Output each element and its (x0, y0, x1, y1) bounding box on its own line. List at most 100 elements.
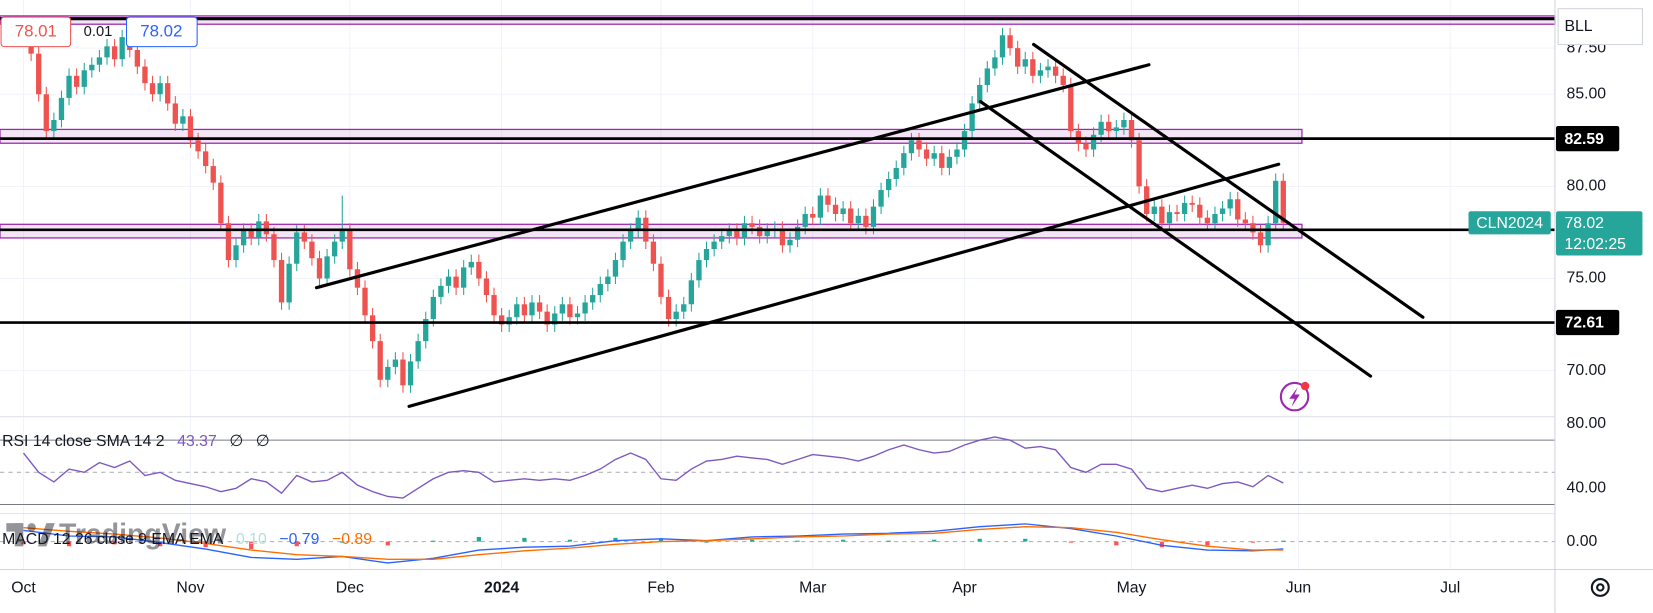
candle-body (1037, 70, 1044, 76)
candle-body (681, 304, 687, 312)
candle-body (992, 57, 998, 69)
candle-body (870, 206, 877, 227)
candle-body (119, 37, 125, 60)
x-tick-label: Feb (647, 580, 674, 597)
candle-body (483, 278, 490, 296)
candle-body (1151, 206, 1157, 214)
candle-body (977, 85, 983, 104)
candle-body (627, 230, 634, 242)
y-tick-label: 70.00 (1567, 362, 1607, 379)
candle-body (286, 263, 292, 303)
indicator-line (22, 436, 1284, 499)
histogram-bar (795, 540, 800, 542)
candle-body (1007, 35, 1013, 49)
y-tick-label: 75.00 (1567, 270, 1607, 287)
symbol-tag-label: CLN2024 (1476, 215, 1543, 232)
y-tick-label: 85.00 (1567, 85, 1607, 102)
last-price-label: 78.02 (1564, 215, 1604, 232)
histogram-bar (658, 538, 664, 542)
candle-body (954, 149, 960, 157)
overlays: Oct Nov Dec 2024 Feb Mar Apr May Jun Jul87.5085.0… (2, 39, 1643, 597)
level-tag-label: 72.61 (1564, 315, 1604, 332)
candle-body (43, 94, 49, 132)
sell-box[interactable] (0, 16, 72, 48)
candle-body (719, 236, 725, 242)
candle-body (149, 83, 156, 95)
account-box[interactable] (1557, 8, 1643, 46)
histogram-bar (522, 537, 527, 542)
alert-icon[interactable] (1279, 381, 1310, 412)
candle-body (309, 241, 315, 259)
candle-body (620, 241, 626, 261)
histogram-bar (1250, 541, 1256, 543)
candle-body (438, 285, 444, 297)
level-tag-label: 82.59 (1564, 131, 1604, 148)
candle-body (779, 228, 786, 246)
candle-body (863, 215, 869, 227)
indicator-value: −0.79 (279, 531, 319, 548)
settings-icon[interactable] (1590, 577, 1610, 597)
x-tick-label: Mar (799, 580, 826, 597)
watermark: TradingView (59, 518, 227, 550)
candle-body (1090, 134, 1097, 150)
candle-body (582, 302, 588, 314)
y-tick-label: 0.00 (1567, 533, 1598, 550)
candle-body (1045, 66, 1051, 71)
x-tick-label: Dec (336, 580, 364, 597)
candle-body (1280, 180, 1286, 223)
candle-body (89, 64, 95, 71)
candle-body (332, 241, 338, 257)
buy-price: 78.02 (140, 21, 182, 40)
candle-body (756, 226, 763, 237)
buy-box[interactable] (125, 16, 198, 48)
indicator-value: −0.89 (332, 531, 372, 548)
marks (0, 17, 1555, 564)
candle-body (354, 269, 361, 288)
candle-body (195, 140, 201, 152)
countdown-label: 12:02:25 (1564, 236, 1626, 253)
candle-body (574, 313, 581, 318)
candle-body (605, 276, 611, 285)
account-label: BLL (1564, 18, 1592, 35)
indicator-line (23, 526, 1284, 560)
candle-body (552, 313, 558, 325)
candle-body (36, 53, 42, 95)
histogram-bar (431, 540, 436, 542)
candle-body (1174, 212, 1180, 214)
y-tick-label: 80.00 (1567, 415, 1607, 432)
candle-body (278, 260, 285, 303)
histogram-bar (385, 541, 390, 546)
candle-body (142, 66, 148, 84)
y-tick-label: 40.00 (1567, 480, 1607, 497)
symbol-tag (1468, 211, 1551, 235)
candle-body (1136, 140, 1142, 187)
candle-body (225, 223, 232, 261)
x-tick-label: Apr (952, 580, 977, 597)
indicator-na: ∅ (229, 433, 243, 450)
candle-body (134, 50, 141, 67)
candle-body (703, 248, 710, 261)
candle-body (506, 317, 512, 325)
candle-body (1128, 120, 1135, 141)
trendline (978, 100, 1373, 378)
indicator-na: ∅ (256, 433, 270, 450)
candle-body (544, 311, 550, 325)
candle-body (946, 156, 953, 168)
candle-body (385, 366, 391, 380)
candle-body (1219, 208, 1226, 214)
candle-body (612, 260, 619, 277)
candle-body (96, 57, 103, 65)
x-tick-label: May (1117, 580, 1147, 597)
candle-body (324, 256, 330, 279)
candle-body (597, 284, 603, 296)
candle-body (407, 361, 414, 386)
candle-body (559, 304, 565, 314)
x-tick-label: Jun (1286, 580, 1311, 597)
candle-body (893, 167, 899, 179)
x-tick-label: Nov (176, 580, 204, 597)
candle-body (1212, 213, 1218, 224)
candle-body (392, 359, 399, 367)
candle-body (377, 341, 383, 380)
candle-body (840, 208, 846, 214)
